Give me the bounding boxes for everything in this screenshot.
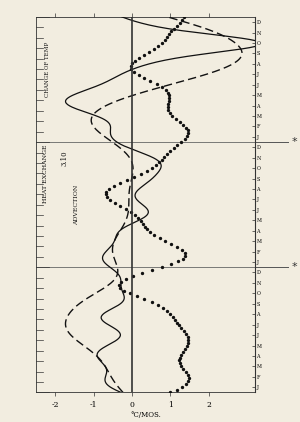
Text: *: * <box>292 137 297 147</box>
Text: 3.10: 3.10 <box>61 150 69 165</box>
Text: *: * <box>292 262 297 272</box>
Text: CHANGE OF TEMP: CHANGE OF TEMP <box>45 41 50 97</box>
Text: HEAT EXCHANGE: HEAT EXCHANGE <box>43 144 48 203</box>
X-axis label: °C/MOS.: °C/MOS. <box>130 411 161 419</box>
Text: ADVECTION: ADVECTION <box>74 184 79 225</box>
